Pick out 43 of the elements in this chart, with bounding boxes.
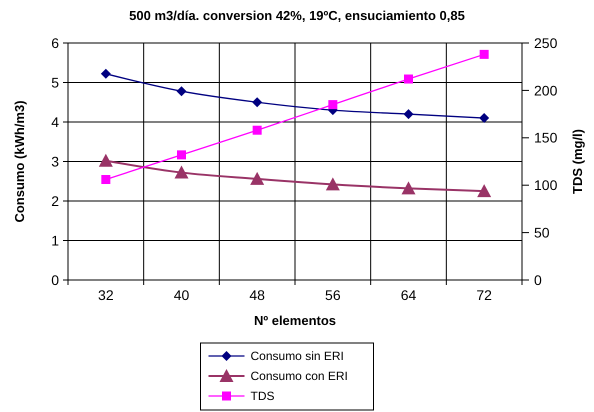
point: [174, 166, 188, 179]
y2-tick-label: 200: [534, 82, 558, 98]
point: [326, 177, 340, 190]
x-tick-label: 48: [249, 287, 266, 303]
point: [250, 172, 264, 185]
point: [177, 150, 186, 160]
point: [328, 100, 338, 110]
x-tick-label: 64: [400, 287, 416, 303]
y2-tick-label: 100: [534, 177, 558, 194]
point: [176, 86, 186, 96]
y2-tick-label: 150: [534, 130, 558, 146]
chart-title: 500 m3/día. conversion 42%, 19ºC, ensuciamiento 0,85: [129, 8, 465, 23]
y2-tick-label: 50: [534, 224, 550, 240]
y2-tick-label: 0: [534, 272, 542, 288]
y2-tick-label: 250: [534, 34, 558, 51]
y-tick-label: 0: [51, 272, 60, 288]
y-tick-label: 3: [51, 153, 60, 170]
y-tick-label: 4: [51, 114, 60, 130]
point: [101, 175, 110, 184]
y-tick-label: 1: [51, 232, 60, 248]
x-tick-label: 72: [476, 287, 492, 303]
x-tick-label: 32: [98, 287, 114, 303]
legend-label: Consumo con ERI: [250, 369, 348, 384]
y-axis-title: Consumo (kWh/m3): [12, 100, 27, 223]
point: [252, 97, 262, 108]
point: [479, 113, 490, 124]
point: [404, 74, 413, 84]
x-tick-label: 40: [174, 287, 190, 303]
point: [402, 181, 416, 194]
point: [404, 109, 414, 120]
point: [477, 184, 492, 198]
y-tick-label: 6: [51, 34, 60, 51]
point: [480, 50, 489, 59]
x-tick-label: 56: [325, 287, 341, 303]
legend-label: Consumo sin ERI: [250, 349, 344, 364]
point: [98, 154, 113, 167]
point: [100, 68, 111, 79]
y-tick-label: 2: [51, 192, 60, 209]
legend-label: TDS: [250, 389, 274, 404]
y-tick-label: 5: [51, 74, 60, 90]
y2-axis-title: TDS (mg/l): [570, 129, 585, 194]
x-axis-title: Nº elementos: [254, 313, 336, 328]
point: [252, 126, 262, 135]
